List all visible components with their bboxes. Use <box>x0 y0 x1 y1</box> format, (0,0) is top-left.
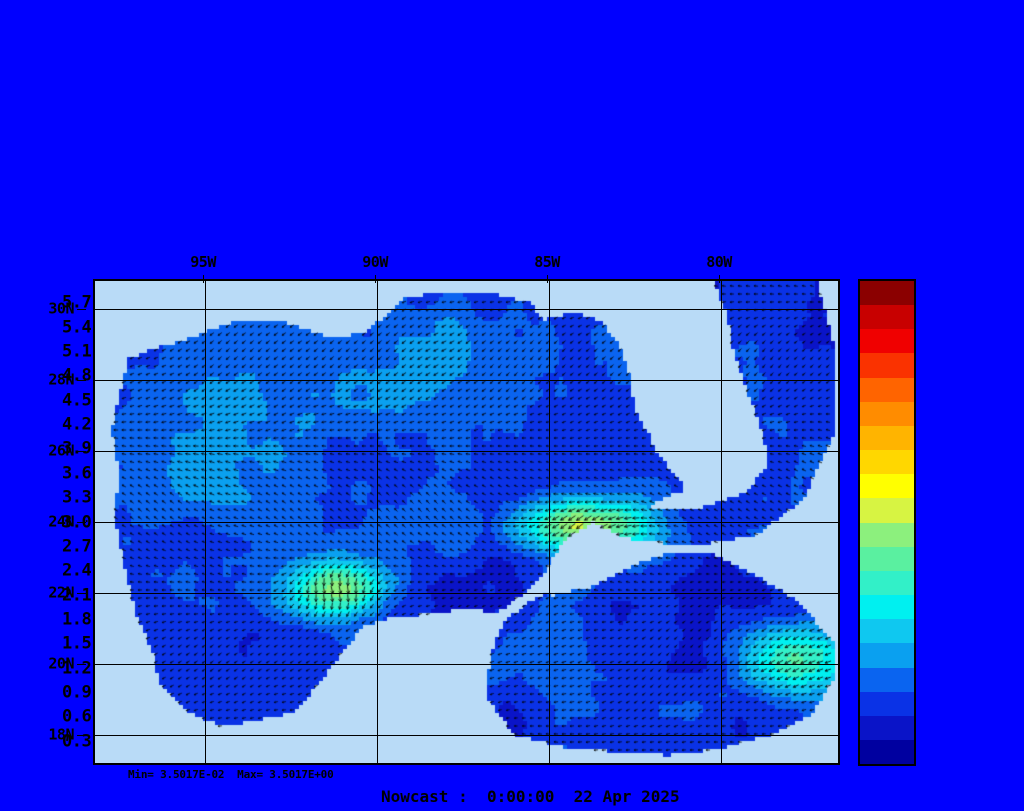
colorbar-label-3.6: 3.6 <box>62 463 92 484</box>
lat-tick-20 <box>77 664 86 665</box>
lon-tick-85 <box>547 275 548 283</box>
colorbar-band-7 <box>860 450 914 475</box>
lat-label-20N: 20N <box>48 654 74 673</box>
minmax-text: Min= 3.5017E-02 Max= 3.5017E+00 <box>128 768 334 781</box>
lat-tick-30 <box>77 309 86 310</box>
lat-label-30N: 30N <box>48 299 74 318</box>
colorbar-label-3.9: 3.9 <box>62 438 92 459</box>
colorbar-band-4 <box>860 377 914 402</box>
lat-label-24N: 24N <box>48 512 74 531</box>
lon-label-85W: 85W <box>534 253 560 271</box>
lat-tick-24 <box>77 522 86 523</box>
lon-label-80W: 80W <box>706 253 732 271</box>
nowcast-timestamp: Nowcast : 0:00:00 22 Apr 2025 <box>381 787 680 806</box>
latitude-axis: 30N 28N 26N 24N 22N 20N 18N <box>34 279 86 765</box>
colorbar-band-1 <box>860 305 914 330</box>
colorbar-label-1.5: 1.5 <box>62 633 92 654</box>
colorbar-container <box>858 279 920 766</box>
lat-label-22N: 22N <box>48 583 74 602</box>
lat-label-28N: 28N <box>48 370 74 389</box>
colorbar-band-19 <box>860 739 914 765</box>
colorbar-label-2.4: 2.4 <box>62 560 92 581</box>
colorbar-band-17 <box>860 691 914 716</box>
colorbar-label-5.1: 5.1 <box>62 341 92 362</box>
colorbar-band-10 <box>860 522 914 547</box>
colorbar-band-0 <box>860 281 914 306</box>
colorbar-label-1.8: 1.8 <box>62 609 92 630</box>
lon-tick-95 <box>203 275 204 283</box>
colorbar-label-4.5: 4.5 <box>62 390 92 411</box>
longitude-axis: 95W 90W 85W 80W <box>93 253 840 283</box>
colorbar-label-2.1: 2.1 <box>62 585 92 606</box>
colorbar-band-13 <box>860 595 914 620</box>
lat-tick-18 <box>77 735 86 736</box>
vector-field-canvas <box>95 281 838 763</box>
colorbar-band-14 <box>860 619 914 644</box>
colorbar[interactable] <box>858 279 916 766</box>
colorbar-band-18 <box>860 715 914 740</box>
colorbar-label-1.2: 1.2 <box>62 658 92 679</box>
map-plot-area[interactable]: 1 dyne/cm2 <box>95 281 838 763</box>
colorbar-label-4.2: 4.2 <box>62 414 92 435</box>
lat-tick-26 <box>77 451 86 452</box>
lon-label-90W: 90W <box>362 253 388 271</box>
colorbar-band-16 <box>860 667 914 692</box>
colorbar-label-0.6: 0.6 <box>62 706 92 727</box>
colorbar-label-3.0: 3.0 <box>62 512 92 532</box>
colorbar-band-9 <box>860 498 914 523</box>
lat-label-18N: 18N <box>48 725 74 744</box>
lat-tick-28 <box>77 380 86 381</box>
colorbar-band-11 <box>860 546 914 571</box>
colorbar-band-2 <box>860 329 914 354</box>
colorbar-label-5.4: 5.4 <box>62 317 92 338</box>
colorbar-band-12 <box>860 570 914 596</box>
colorbar-label-2.7: 2.7 <box>62 536 92 557</box>
lon-tick-90 <box>375 275 376 283</box>
colorbar-band-6 <box>860 425 914 451</box>
map-frame[interactable]: 1 dyne/cm2 <box>93 279 840 765</box>
colorbar-label-0.3: 0.3 <box>62 731 92 752</box>
colorbar-tick-labels: 5.7 5.4 5.1 4.8 4.5 4.2 3.9 3.6 3.3 3.0 2.7 2.4 2.1 1… <box>62 279 132 766</box>
colorbar-label-3.3: 3.3 <box>62 487 92 508</box>
colorbar-label-0.9: 0.9 <box>62 682 92 703</box>
colorbar-label-4.8: 4.8 <box>62 365 92 386</box>
lat-label-26N: 26N <box>48 441 74 460</box>
colorbar-band-5 <box>860 401 914 426</box>
colorbar-band-15 <box>860 643 914 668</box>
lon-label-95W: 95W <box>190 253 216 271</box>
colorbar-band-3 <box>860 353 914 378</box>
lat-tick-22 <box>77 593 86 594</box>
lon-tick-80 <box>719 275 720 283</box>
colorbar-label-5.7: 5.7 <box>62 292 92 313</box>
colorbar-band-8 <box>860 474 914 499</box>
